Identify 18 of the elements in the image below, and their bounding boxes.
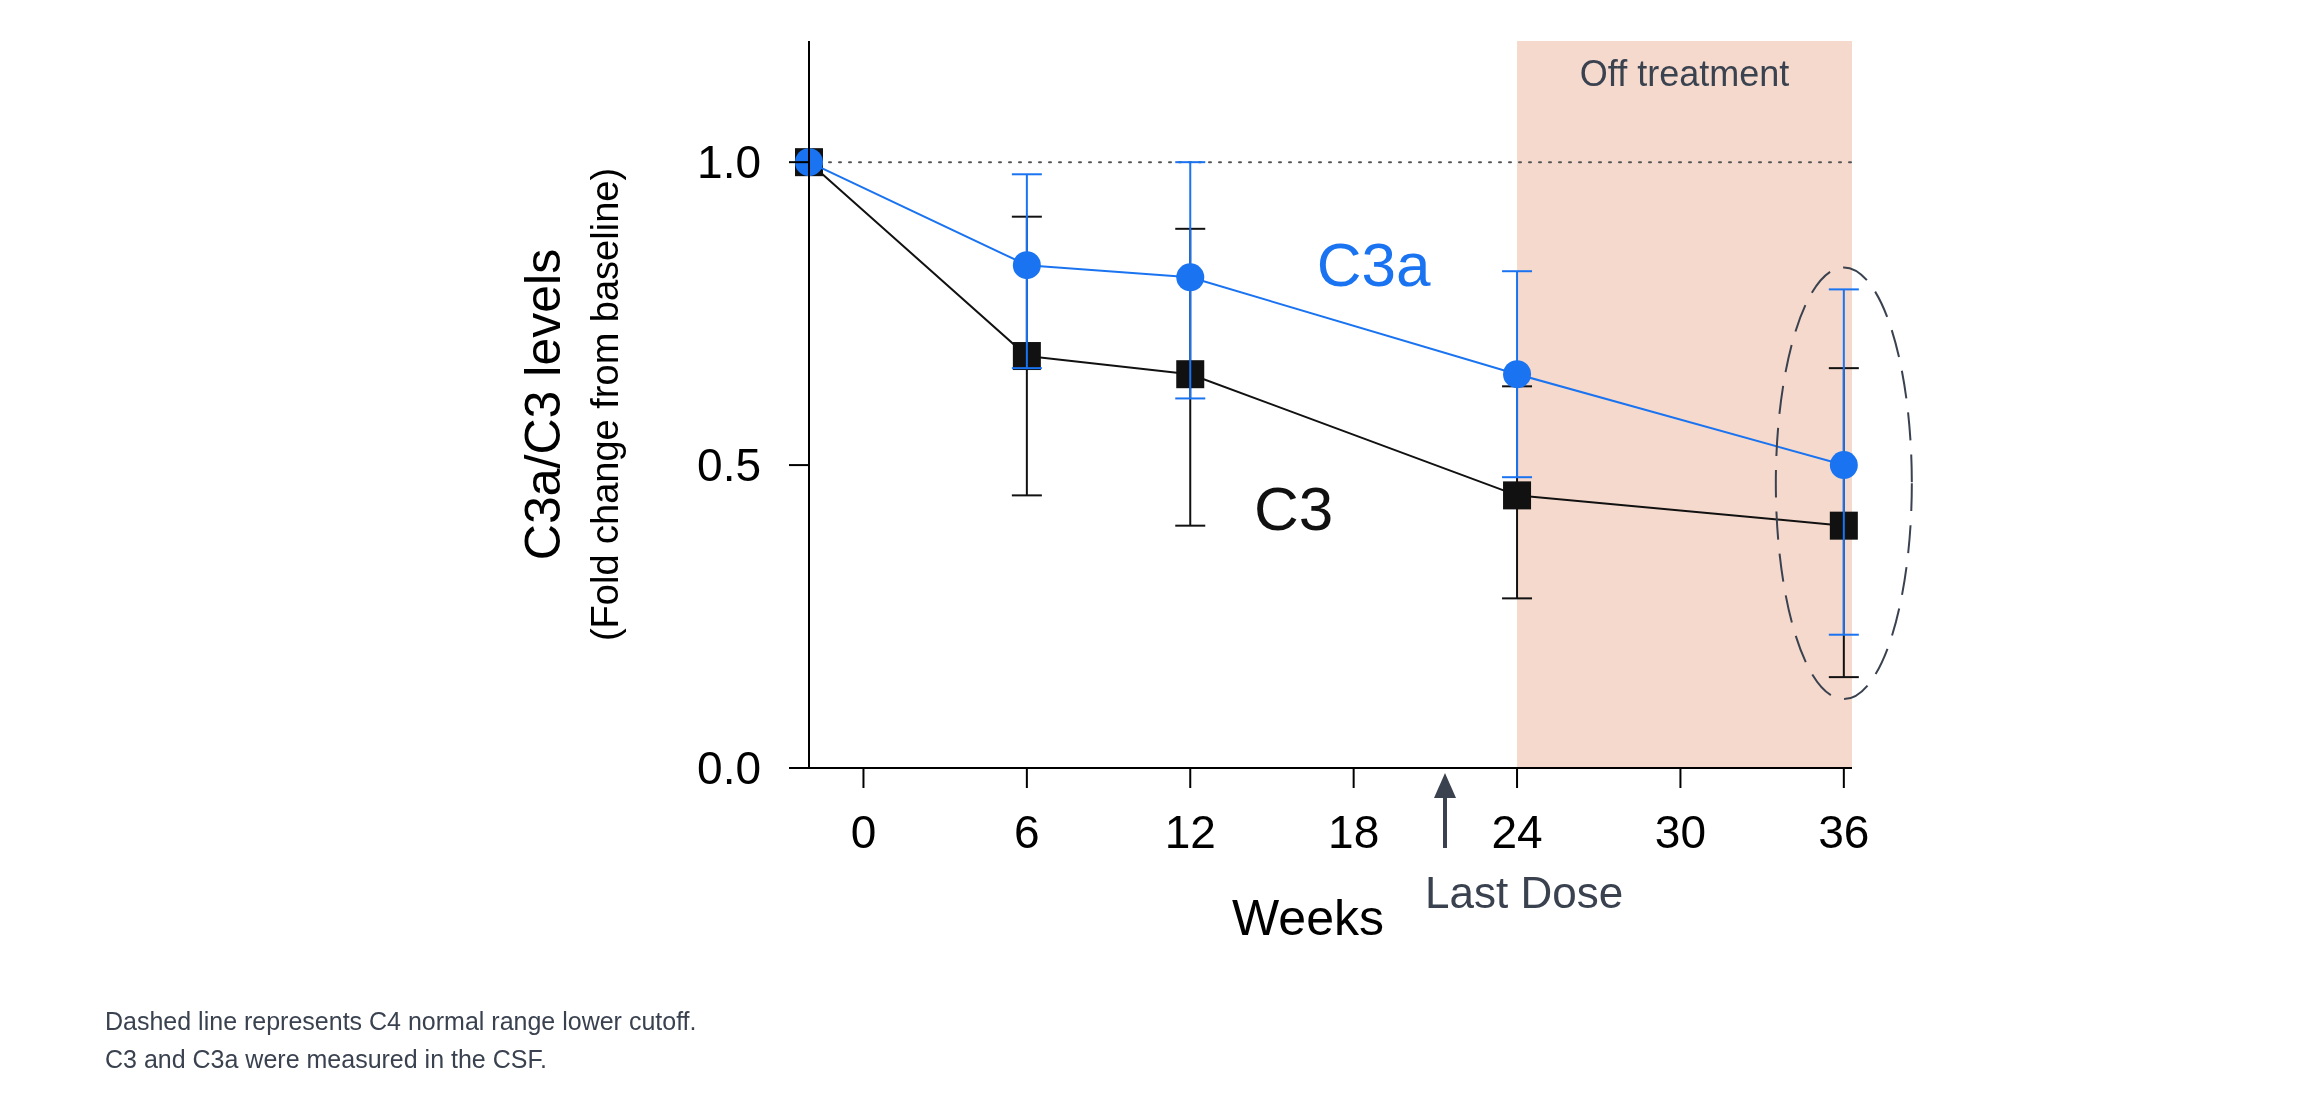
text: C3 and C3a were measured in the CSF. — [105, 1045, 547, 1073]
y-tick-label: 0.0 — [697, 742, 761, 794]
band-label: Off treatment — [1579, 53, 1790, 94]
x-tick-label: 24 — [1491, 806, 1543, 858]
x-axis-title: Weeks — [1232, 890, 1384, 946]
y-axis-title: C3a/C3 levels (Fold change from baseline) — [515, 167, 626, 642]
x-tick-label: 18 — [1328, 806, 1380, 858]
text: Dashed line represents C4 normal range lower cutoff. — [105, 1007, 697, 1035]
series-label: C3 — [1254, 473, 1334, 543]
series-label: C3a — [1316, 229, 1432, 299]
x-tick-label: 6 — [1014, 806, 1040, 858]
x-tick-label: 0 — [850, 806, 877, 858]
y-tick-label: 1.0 — [697, 136, 761, 189]
x-tick-label: 12 — [1164, 806, 1216, 858]
x-tick-label: 36 — [1818, 806, 1870, 858]
y-tick-label: 0.5 — [697, 439, 761, 492]
x-tick-label: 30 — [1654, 806, 1707, 858]
text: Last Dose — [1425, 868, 1624, 917]
